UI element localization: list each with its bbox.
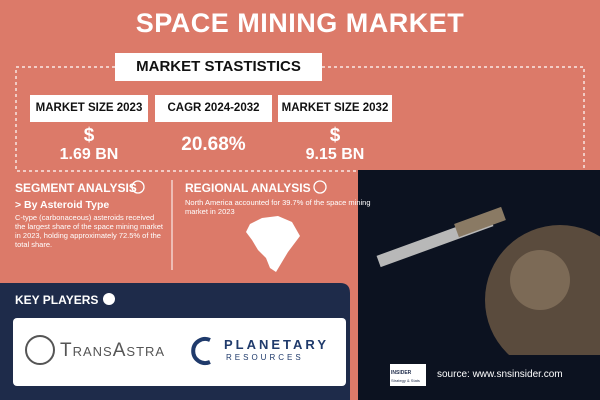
logo-text: Strategy & Stats xyxy=(391,378,420,383)
source-text: source: www.snsinsider.com xyxy=(437,369,563,380)
key-players-title: KEY PLAYERS xyxy=(15,293,99,307)
sns-logo xyxy=(390,364,426,386)
stat-value: 1.69 BN xyxy=(59,146,119,163)
regional-text: North America accounted for 39.7% of the… xyxy=(185,198,371,216)
planetary-mark xyxy=(191,337,211,365)
globe-icon xyxy=(313,180,327,194)
logos-panel xyxy=(13,318,346,386)
spacecraft-module xyxy=(454,206,506,238)
logo-text: INSIDER xyxy=(391,370,412,376)
north-america-map xyxy=(246,216,300,272)
stats-title: MARKET STASTISTICS xyxy=(115,53,322,81)
regional-title: REGIONAL ANALYSIS xyxy=(185,181,311,195)
stat-label: MARKET SIZE 2032 xyxy=(278,95,392,122)
players-icon xyxy=(103,293,115,305)
globe-icon xyxy=(131,180,145,194)
asteroid-highlight xyxy=(510,250,570,310)
segment-text: C-type (carbonaceous) asteroids received… xyxy=(15,213,163,249)
segment-subtitle: > By Asteroid Type xyxy=(15,199,110,211)
currency: $ xyxy=(83,125,95,146)
stat-value: 20.68% xyxy=(181,134,246,155)
company-name: RESOURCES xyxy=(226,353,304,362)
title: SPACE MINING MARKET xyxy=(135,8,465,38)
company-name: TransAstra xyxy=(60,340,166,361)
transastra-mark xyxy=(25,335,55,365)
currency: $ xyxy=(329,125,341,146)
stat-value: 9.15 BN xyxy=(305,146,365,163)
stat-label: MARKET SIZE 2023 xyxy=(30,95,148,122)
segment-title: SEGMENT ANALYSIS xyxy=(15,181,137,195)
stat-label: CAGR 2024-2032 xyxy=(155,95,272,122)
company-name: PLANETARY xyxy=(224,337,329,352)
